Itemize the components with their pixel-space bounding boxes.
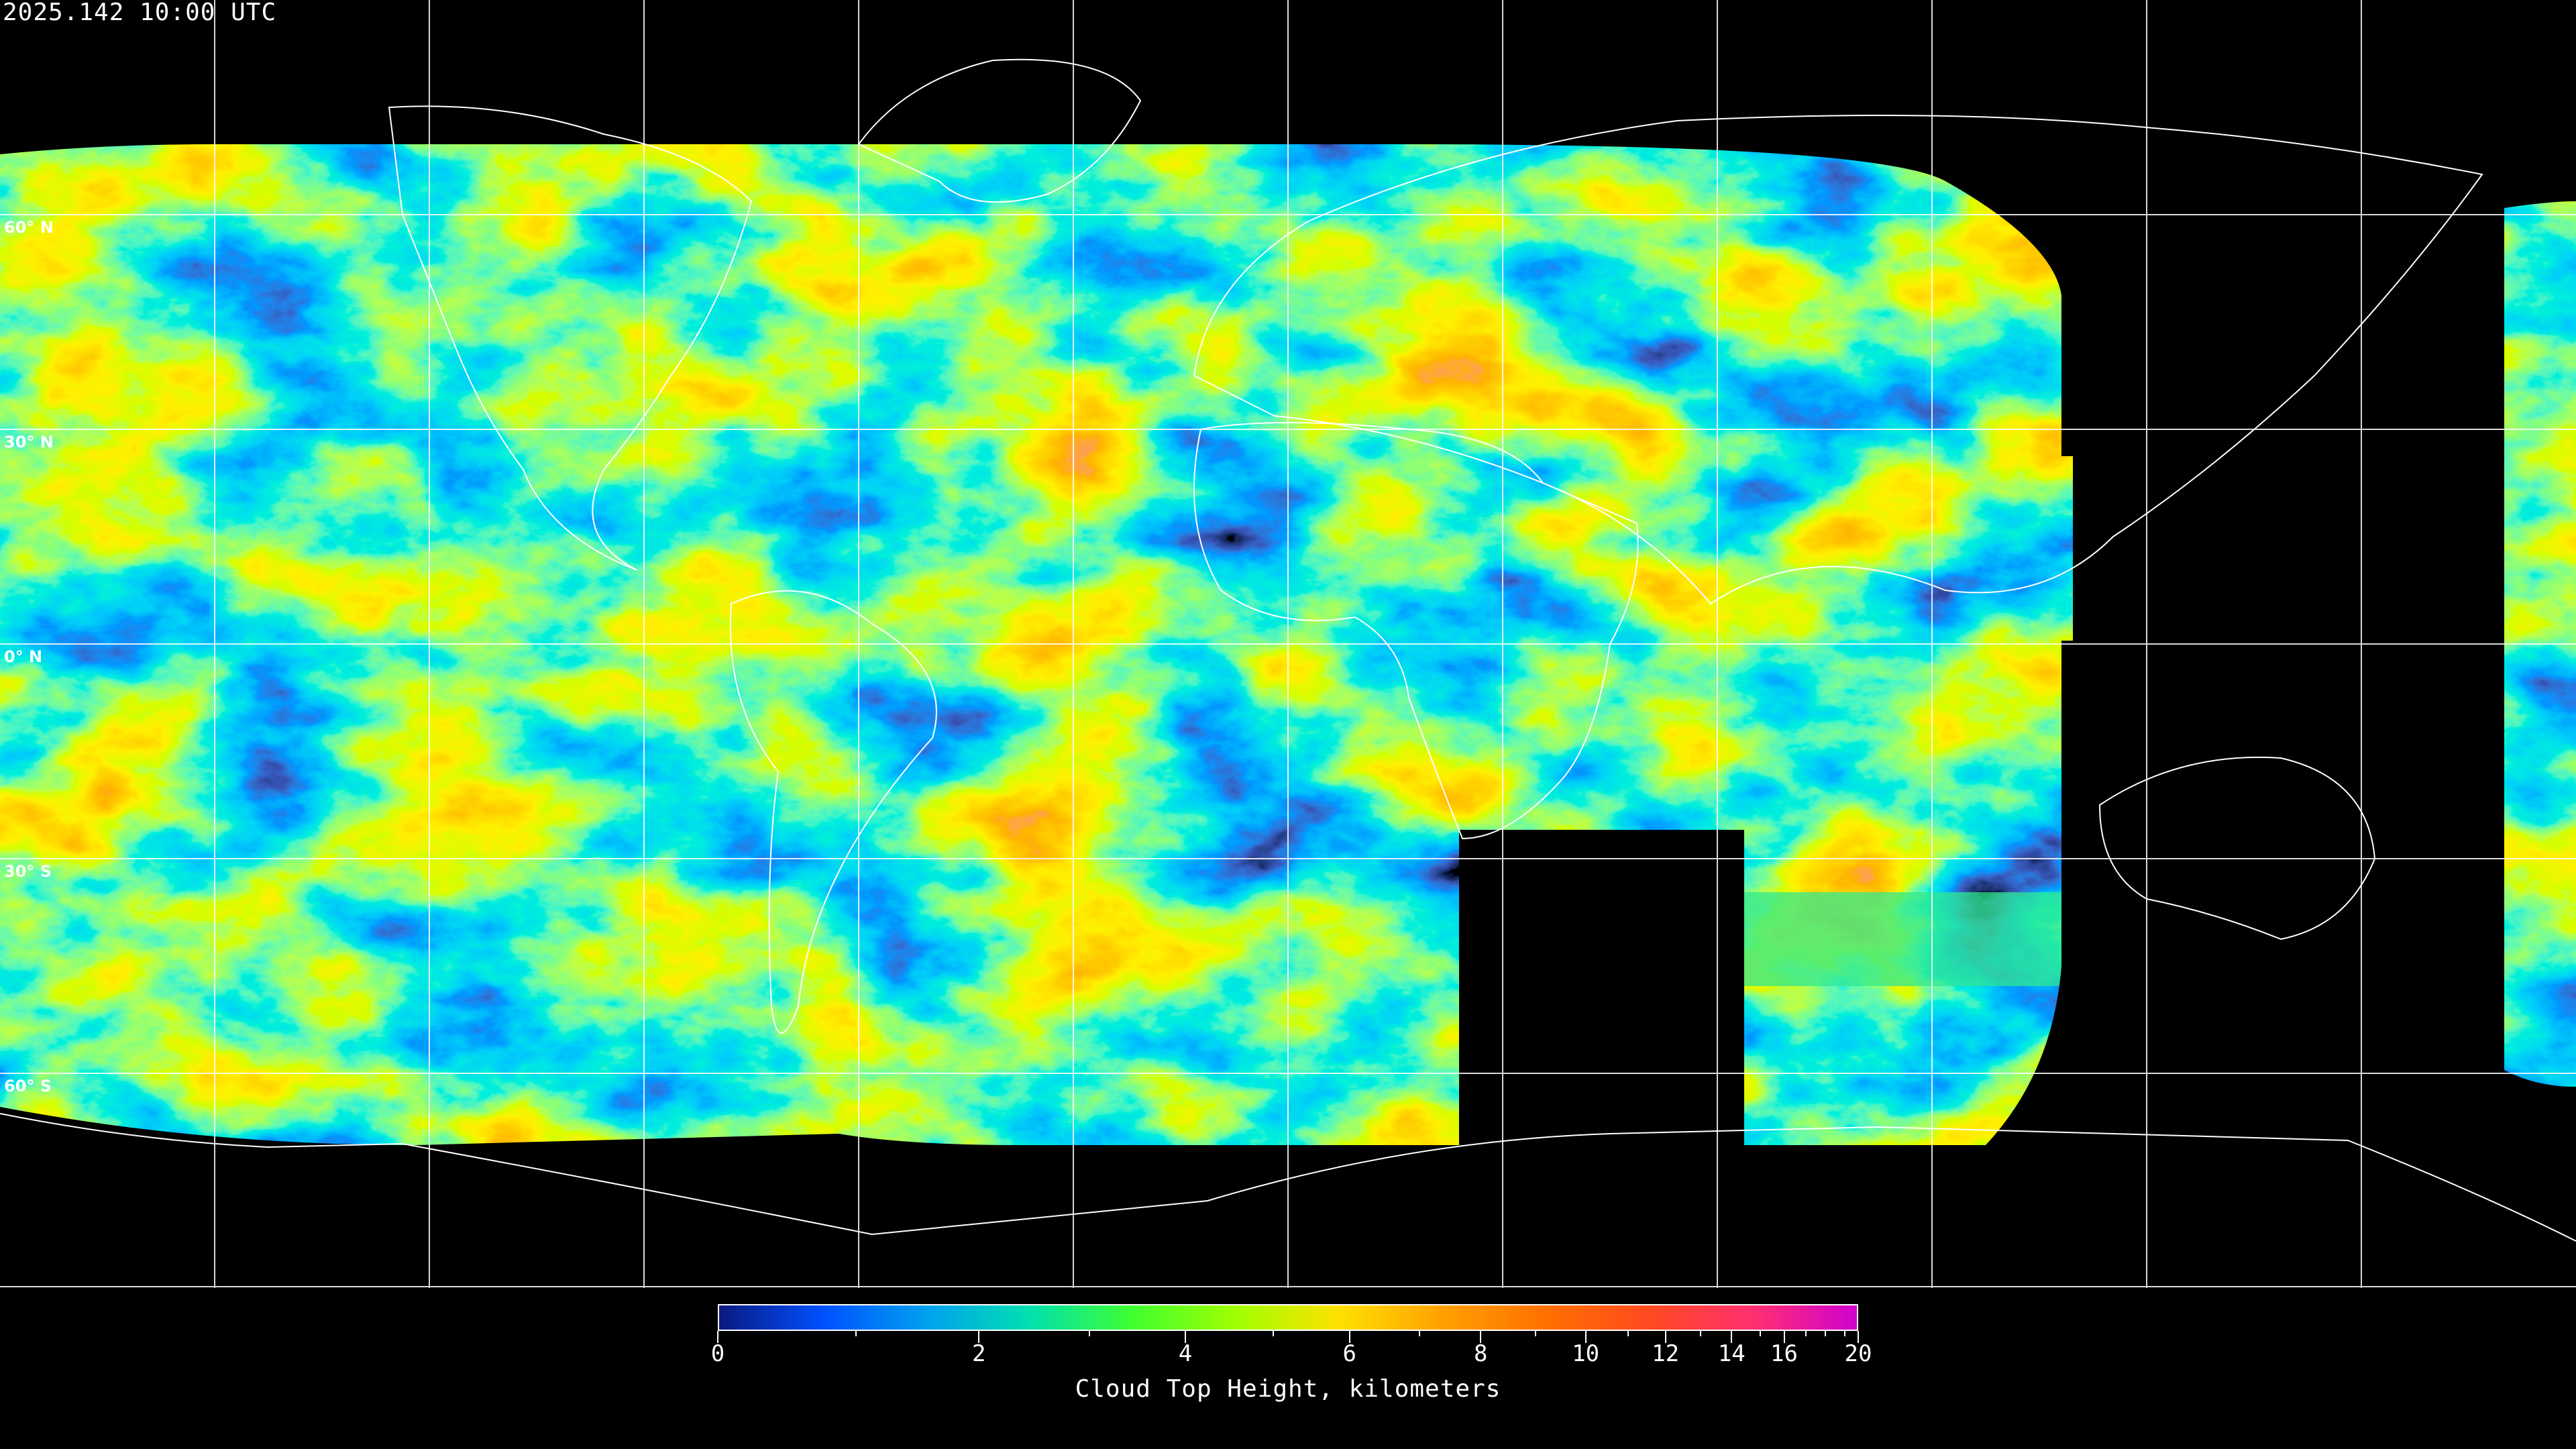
colorbar-minor-tick <box>1700 1331 1702 1336</box>
colorbar-major-tick <box>1348 1331 1350 1343</box>
colorbar-major-tick <box>1783 1331 1785 1343</box>
colorbar-minor-tick <box>1418 1331 1420 1336</box>
colorbar-major-tick <box>1585 1331 1587 1343</box>
coastline-africa <box>1193 422 1639 840</box>
colorbar-minor-tick <box>1627 1331 1629 1336</box>
colorbar-tick-label: 2 <box>972 1340 986 1367</box>
colorbar-major-tick <box>717 1331 718 1343</box>
cloud-top-height-map <box>0 0 2576 1288</box>
colorbar-minor-tick <box>1759 1331 1761 1336</box>
lat-label-60s: 60° S <box>4 1077 52 1095</box>
colorbar-tick-label: 4 <box>1178 1340 1193 1367</box>
colorbar-major-tick <box>1664 1331 1666 1343</box>
coastline-australia <box>2098 756 2376 941</box>
colorbar-minor-tick <box>1089 1331 1091 1336</box>
colorbar-tick-label: 20 <box>1844 1340 1872 1367</box>
coastline-eurasia <box>1193 115 2483 605</box>
colorbar-minor-tick <box>1824 1331 1826 1336</box>
coastline-south-america <box>729 590 937 1034</box>
colorbar-minor-tick <box>1805 1331 1807 1336</box>
colorbar-tick-label: 12 <box>1652 1340 1680 1367</box>
colorbar-major-tick <box>978 1331 980 1343</box>
colorbar-tick-label: 0 <box>710 1340 725 1367</box>
colorbar-major-tick <box>1731 1331 1733 1343</box>
colorbar-major-tick <box>1858 1331 1859 1343</box>
timestamp: 2025.142 10:00 UTC <box>3 0 277 26</box>
coastline-greenland <box>857 58 1142 203</box>
colorbar-tick-label: 8 <box>1474 1340 1488 1367</box>
colorbar-minor-tick <box>855 1331 857 1336</box>
colorbar-tick-label: 14 <box>1717 1340 1746 1367</box>
colorbar <box>718 1304 1858 1331</box>
graticule <box>0 0 2576 1288</box>
colorbar-major-tick <box>1480 1331 1482 1343</box>
coastline-antarctica <box>0 1113 2576 1242</box>
colorbar-minor-tick <box>1272 1331 1274 1336</box>
colorbar-tick-label: 6 <box>1342 1340 1357 1367</box>
colorbar-minor-tick <box>1534 1331 1536 1336</box>
colorbar-major-tick <box>1185 1331 1186 1343</box>
colorbar-tick-label: 16 <box>1770 1340 1798 1367</box>
lat-label-30s: 30° S <box>4 862 52 881</box>
colorbar-title: Cloud Top Height, kilometers <box>1075 1375 1501 1403</box>
lat-label-60n: 60° N <box>4 218 54 237</box>
lat-label-0: 0° N <box>4 647 43 666</box>
coastlines <box>0 58 2576 1242</box>
cloud-band-indian-ocean <box>1744 892 2061 986</box>
lat-label-30n: 30° N <box>4 433 54 451</box>
colorbar-minor-tick <box>1843 1331 1845 1336</box>
colorbar-tick-label: 10 <box>1572 1340 1600 1367</box>
coastline-north-america <box>388 105 753 571</box>
